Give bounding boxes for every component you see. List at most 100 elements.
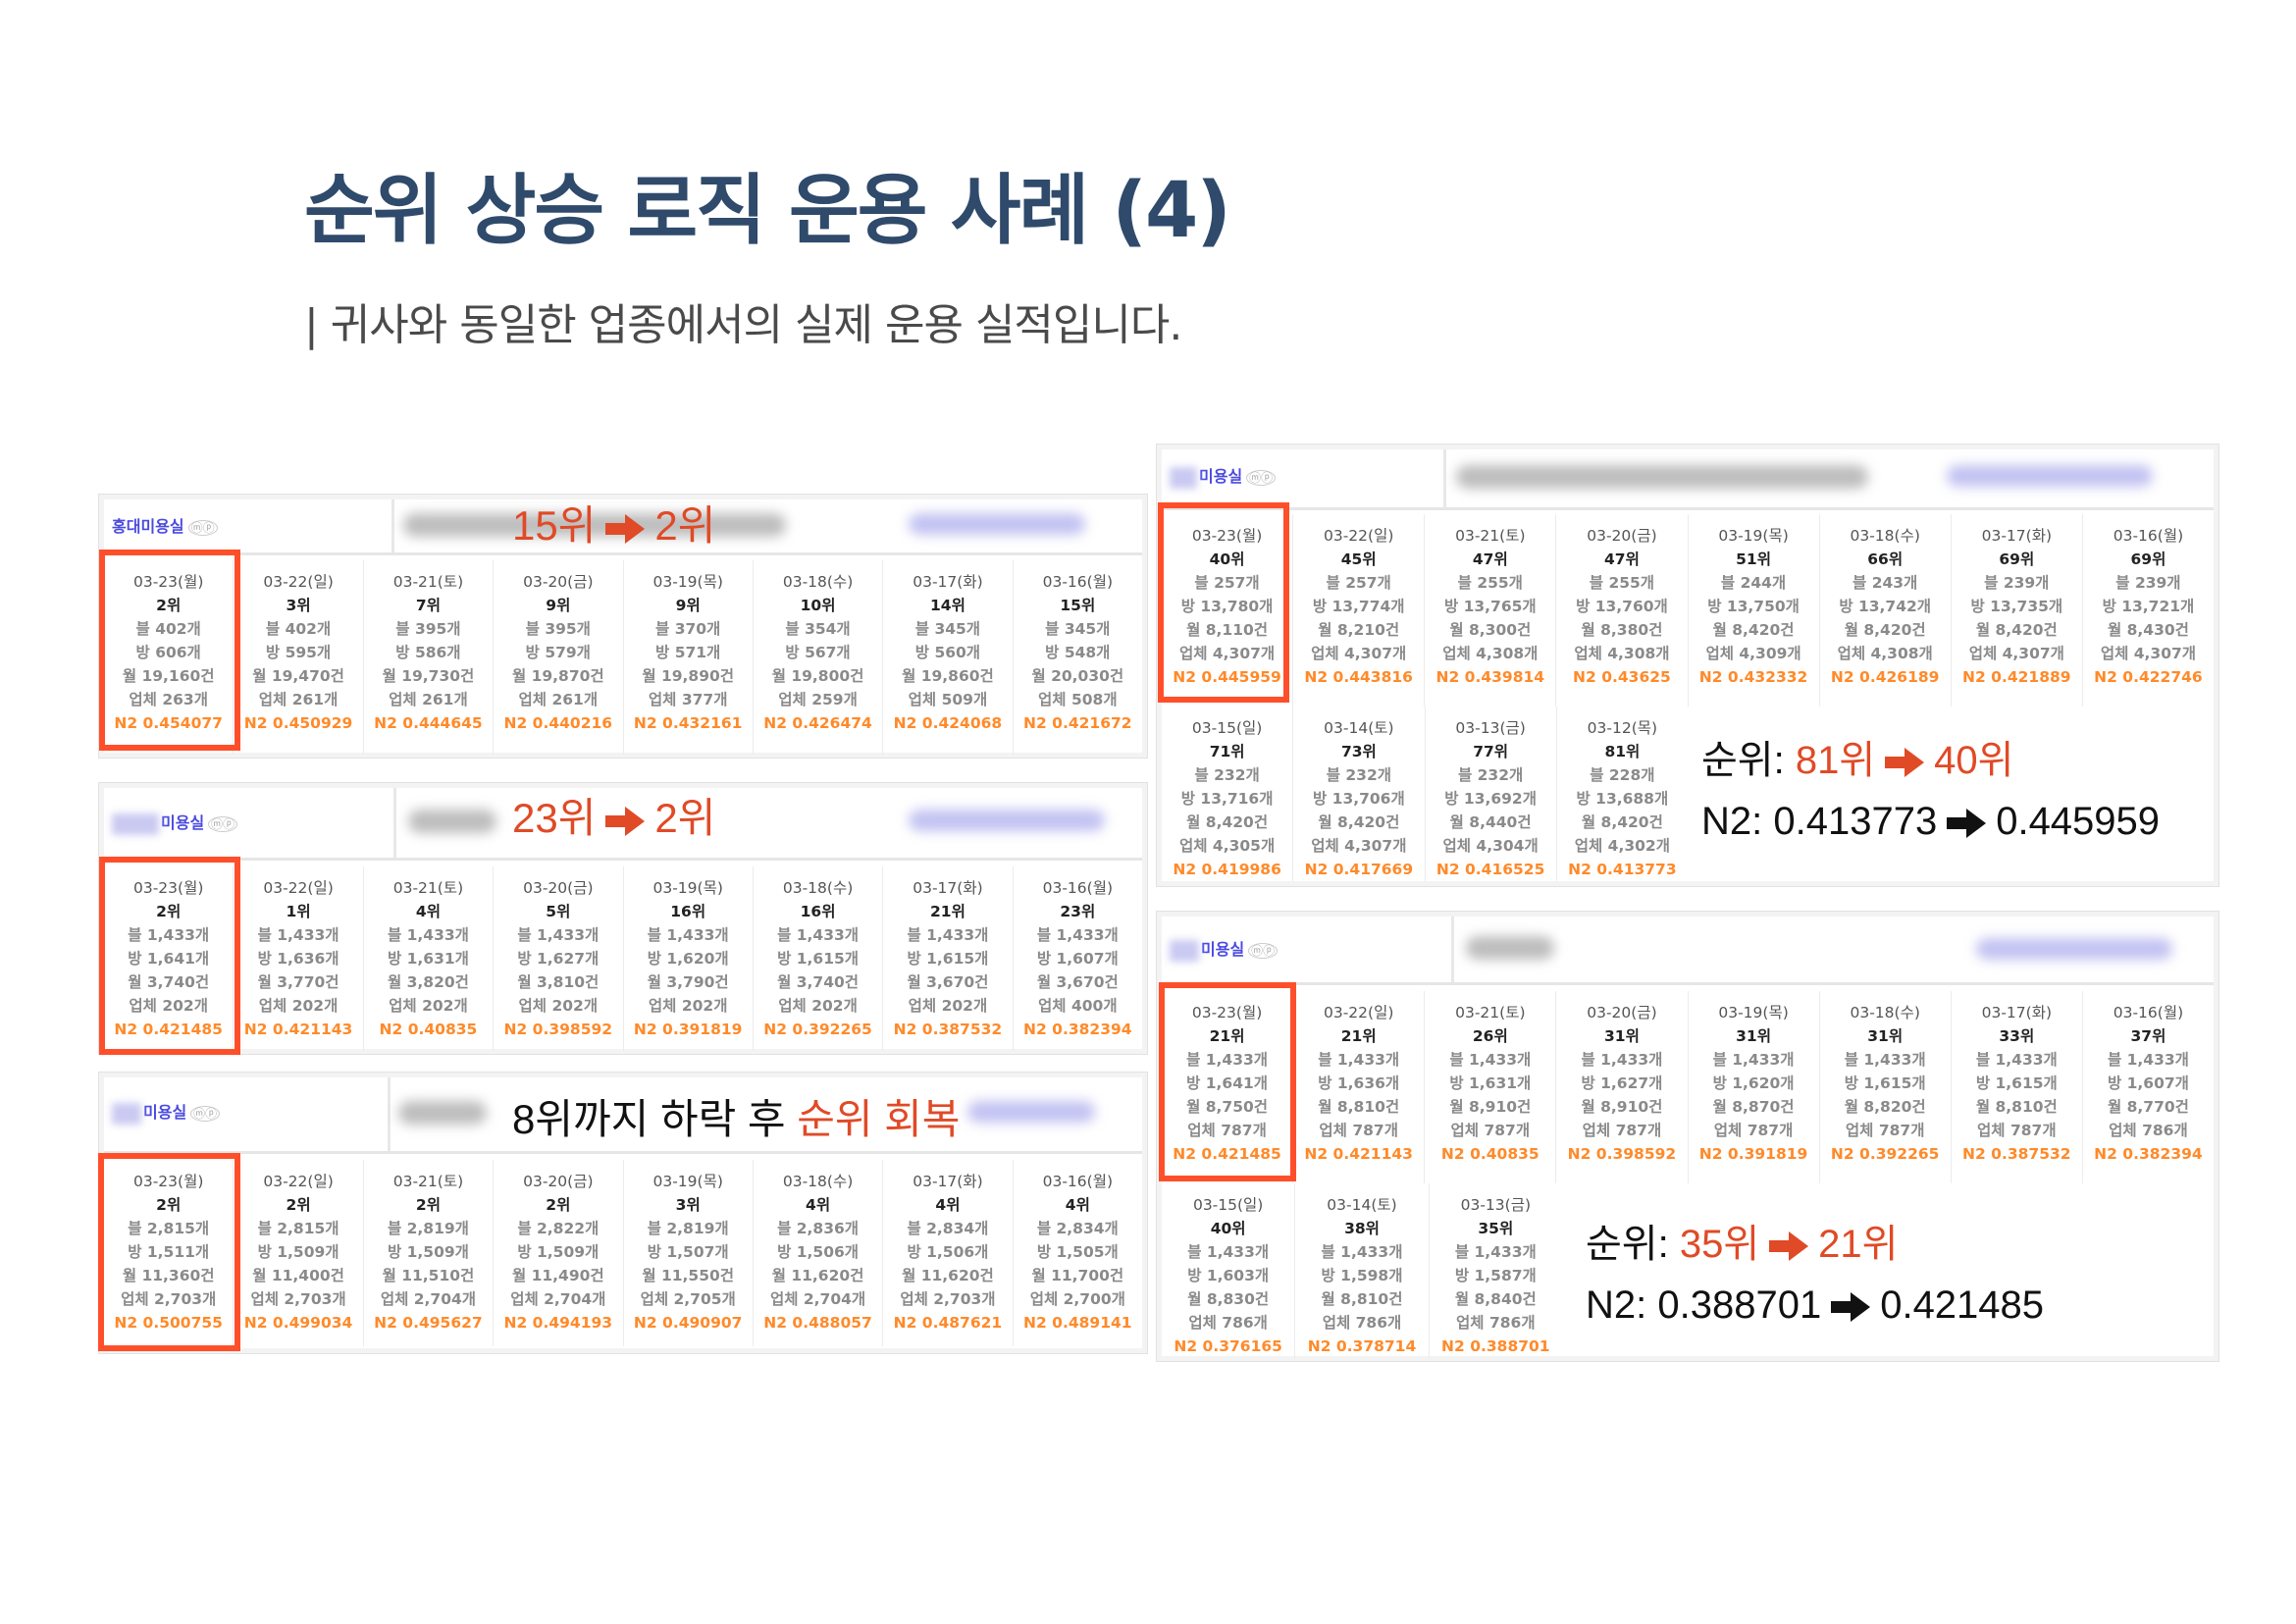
room-count: 방 567개 <box>785 644 851 661</box>
date-label: 03-20(금) <box>523 573 594 591</box>
blog-count: 블 1,433개 <box>257 926 339 944</box>
day-cell: 03-20(금) 2위 블 2,822개 방 1,509개 월 11,490건 업체 2,… <box>494 1160 624 1346</box>
room-count: 방 1,636개 <box>257 950 339 968</box>
n2-score: N2 0.387532 <box>1962 1145 2071 1163</box>
blurred-link <box>1947 465 2153 487</box>
blog-count: 블 402개 <box>135 620 201 638</box>
page-title: 순위 상승 로직 운용 사례 (4) <box>304 167 1231 255</box>
rank-value: 37위 <box>2130 1027 2166 1045</box>
business-count: 업체 261개 <box>258 691 339 708</box>
blog-count: 블 2,815개 <box>128 1220 210 1237</box>
day-cell: 03-23(월) 21위 블 1,433개 방 1,641개 월 8,750건 업체 78… <box>1162 991 1294 1183</box>
room-count: 방 595개 <box>265 644 332 661</box>
business-count: 업체 4,302개 <box>1574 837 1670 855</box>
n2-score: N2 0.398592 <box>503 1021 613 1038</box>
n2-score: N2 0.424068 <box>893 714 1003 732</box>
n2-score: N2 0.432332 <box>1698 668 1808 686</box>
date-label: 03-16(월) <box>1042 879 1114 897</box>
n2-score: N2 0.421143 <box>1304 1145 1413 1163</box>
date-label: 03-19(목) <box>652 1173 723 1190</box>
business-count: 업체 787개 <box>1845 1122 1925 1139</box>
blog-count: 블 243개 <box>1852 574 1918 592</box>
business-count: 업체 508개 <box>1038 691 1118 708</box>
blog-count: 블 1,433개 <box>517 926 600 944</box>
rank-value: 31위 <box>1604 1027 1640 1045</box>
rank-value: 9위 <box>546 597 571 614</box>
business-count: 업체 4,307개 <box>1311 645 1407 662</box>
rank-value: 45위 <box>1340 550 1377 568</box>
blog-count: 블 370개 <box>655 620 721 638</box>
highlight-box <box>99 857 240 1055</box>
blog-count: 블 1,433개 <box>1318 1051 1400 1069</box>
n2-score: N2 0.426189 <box>1830 668 1940 686</box>
blog-count: 블 402개 <box>265 620 332 638</box>
blurred-url <box>398 1101 487 1125</box>
blog-count: 블 345개 <box>1045 620 1111 638</box>
rank-change-annotation: 23위 2위 <box>512 795 716 841</box>
monthly-searches: 월 11,360건 <box>122 1267 215 1284</box>
n2-score: N2 0.499034 <box>243 1314 353 1332</box>
rank-value: 21위 <box>1340 1027 1377 1045</box>
room-count: 방 1,627개 <box>517 950 600 968</box>
business-count: 업체 259개 <box>778 691 858 708</box>
day-cell: 03-19(목) 3위 블 2,819개 방 1,507개 월 11,550건 업체 2,… <box>624 1160 754 1346</box>
room-count: 방 13,774개 <box>1312 598 1405 615</box>
room-count: 방 1,615개 <box>777 950 860 968</box>
n2-score: N2 0.40835 <box>1440 1145 1539 1163</box>
rank-value: 31위 <box>1867 1027 1904 1045</box>
shop-name-link[interactable]: 미용실 ⓜⓟ <box>112 1099 221 1125</box>
n2-score: N2 0.413773 <box>1568 861 1677 878</box>
blurred-link <box>909 513 1085 535</box>
blog-count: 블 1,433개 <box>1844 1051 1926 1069</box>
business-count: 업체 4,307개 <box>1311 837 1407 855</box>
daily-rank-row: 03-23(월) 40위 블 257개 방 13,780개 월 8,110건 업체 4,3… <box>1162 514 2214 707</box>
n2-score: N2 0.440216 <box>503 714 613 732</box>
blog-count: 블 395개 <box>395 620 461 638</box>
arrow-right-icon <box>1947 809 1987 839</box>
rank-value: 69위 <box>1999 550 2035 568</box>
date-label: 03-13(금) <box>1460 1196 1532 1214</box>
case-panel-5: 미용실 ⓜⓟ 03-23(월) 21위 블 1,433개 방 1,641개 월 8,750… <box>1156 911 2219 1362</box>
date-label: 03-22(일) <box>1323 1004 1394 1022</box>
day-cell: 03-16(월) 37위 블 1,433개 방 1,607개 월 8,770건 업체 78… <box>2083 991 2214 1183</box>
business-count: 업체 202개 <box>129 997 208 1015</box>
business-count: 업체 2,703개 <box>900 1290 996 1308</box>
business-count: 업체 787개 <box>1450 1122 1531 1139</box>
business-count: 업체 377개 <box>648 691 728 708</box>
n2-score: N2 0.419986 <box>1173 861 1281 878</box>
monthly-searches: 월 19,800건 <box>771 667 864 685</box>
room-count: 방 13,721개 <box>2102 598 2195 615</box>
room-count: 방 1,620개 <box>1712 1074 1795 1092</box>
business-count: 업체 4,309개 <box>1705 645 1801 662</box>
n2-score: N2 0.421672 <box>1023 714 1132 732</box>
rank-value: 47위 <box>1604 550 1640 568</box>
rank-value: 40위 <box>1210 1220 1246 1237</box>
n2-score: N2 0.500755 <box>114 1314 223 1332</box>
monthly-searches: 월 19,870건 <box>511 667 604 685</box>
date-label: 03-21(토) <box>1455 1004 1526 1022</box>
mp-badge-icon: ⓜⓟ <box>208 816 238 832</box>
business-count: 업체 786개 <box>1188 1314 1268 1332</box>
n2-score: N2 0.398592 <box>1567 1145 1677 1163</box>
blog-count: 블 1,433개 <box>128 926 210 944</box>
shop-name-link[interactable]: 미용실 ⓜⓟ <box>1170 463 1277 489</box>
date-label: 03-20(금) <box>523 879 594 897</box>
n2-score: N2 0.40835 <box>379 1021 478 1038</box>
date-label: 03-21(토) <box>392 879 464 897</box>
day-cell: 03-21(토) 4위 블 1,433개 방 1,631개 월 3,820건 업체 202… <box>364 866 495 1051</box>
daily-rank-row: 03-23(월) 21위 블 1,433개 방 1,641개 월 8,750건 업체 78… <box>1162 991 2214 1183</box>
business-count: 업체 509개 <box>908 691 988 708</box>
room-count: 방 1,631개 <box>387 950 469 968</box>
day-cell: 03-12(목) 81위 블 228개 방 13,688개 월 8,420건 업체 4,3… <box>1557 707 1688 881</box>
shop-name-link[interactable]: 미용실 ⓜⓟ <box>1170 936 1278 962</box>
blog-count: 블 2,819개 <box>387 1220 469 1237</box>
blog-count: 블 1,433개 <box>1187 1243 1270 1261</box>
shop-name-link[interactable]: 홍대미용실 ⓜⓟ <box>112 513 218 537</box>
rank-value: 81위 <box>1604 743 1641 760</box>
day-cell: 03-19(목) 51위 블 244개 방 13,750개 월 8,420건 업체 4,3… <box>1689 514 1820 707</box>
business-count: 업체 261개 <box>389 691 468 708</box>
business-count: 업체 786개 <box>2109 1122 2188 1139</box>
shop-name-link[interactable]: 미용실 ⓜⓟ <box>112 810 238 835</box>
rank-change-annotation: 15위 2위 <box>512 502 716 549</box>
n2-score: N2 0.382394 <box>2094 1145 2203 1163</box>
